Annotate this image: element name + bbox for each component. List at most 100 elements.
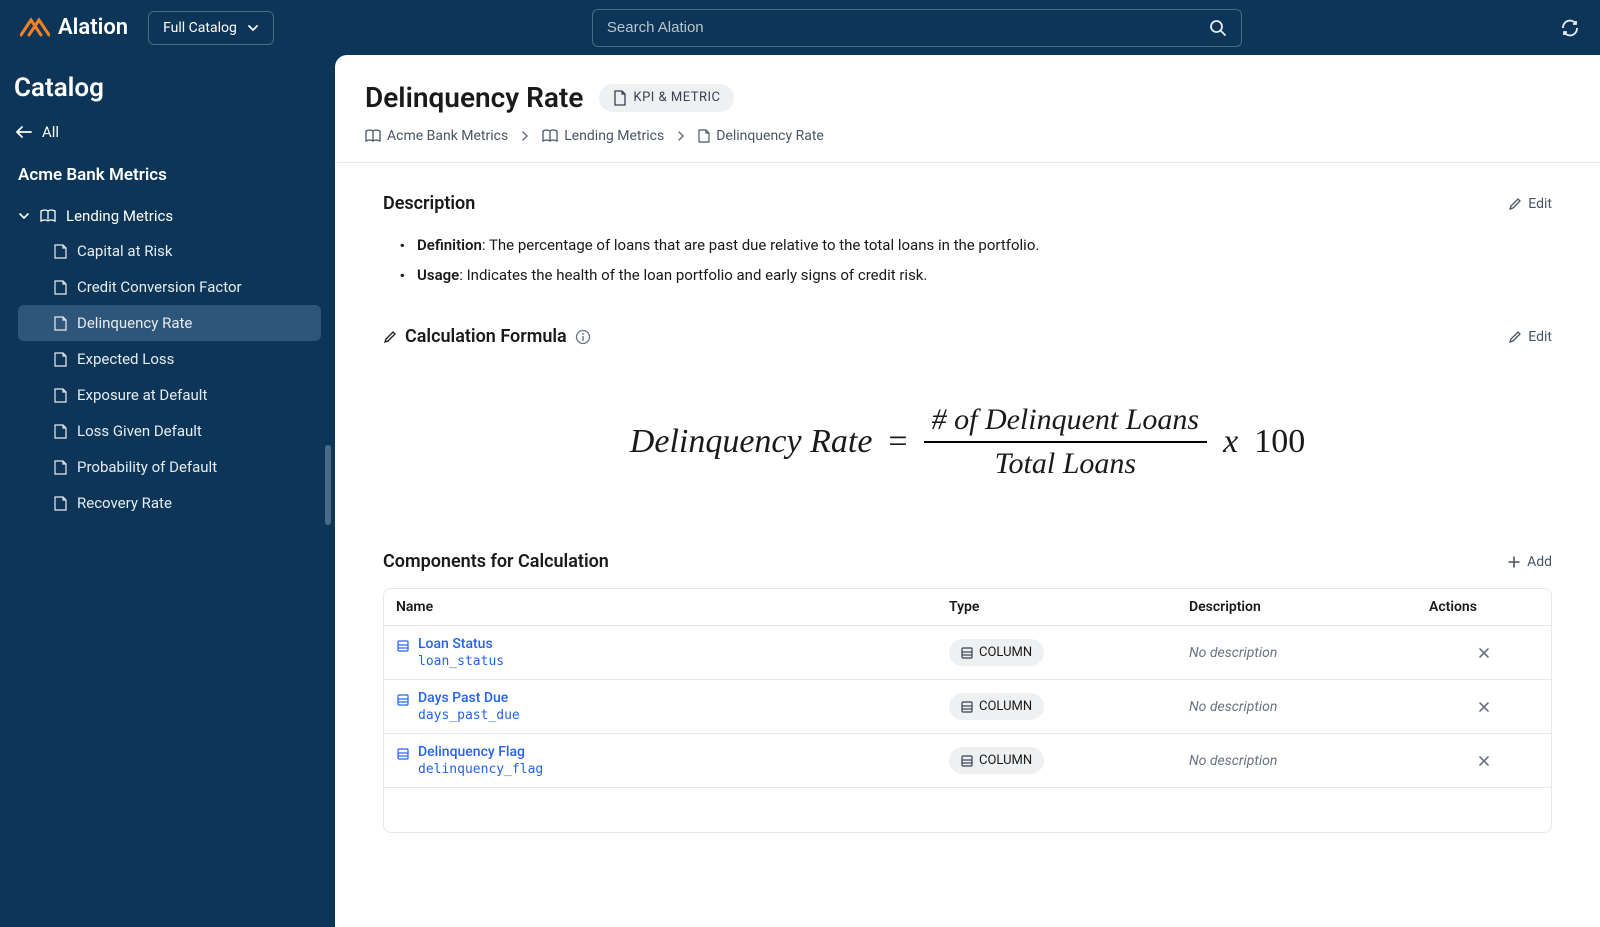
book-icon — [40, 209, 56, 223]
sidebar-title: Catalog — [14, 65, 321, 117]
sidebar-all-label: All — [42, 123, 59, 141]
component-description: No description — [1189, 753, 1429, 769]
sidebar-group-label: Lending Metrics — [66, 207, 173, 225]
type-label: COLUMN — [979, 699, 1032, 714]
add-label: Add — [1527, 554, 1552, 570]
formula-fraction: # of Delinquent Loans Total Loans — [924, 403, 1208, 481]
table-row: Days Past Due days_past_due COLUMN No de… — [384, 680, 1551, 734]
info-icon[interactable] — [575, 329, 591, 345]
add-component-button[interactable]: Add — [1507, 554, 1552, 570]
plus-icon — [1507, 555, 1521, 569]
component-name-link[interactable]: Days Past Due — [418, 690, 508, 706]
sidebar-item-label: Credit Conversion Factor — [77, 278, 242, 296]
formula-lhs: Delinquency Rate — [630, 423, 873, 461]
brand-name: Alation — [58, 15, 128, 40]
breadcrumb-group[interactable]: Lending Metrics — [542, 128, 664, 144]
sidebar-group-lending-metrics[interactable]: Lending Metrics — [14, 199, 321, 233]
sidebar-all-link[interactable]: All — [14, 117, 321, 155]
edit-description-button[interactable]: Edit — [1508, 196, 1552, 212]
component-description: No description — [1189, 645, 1429, 661]
component-name-link[interactable]: Delinquency Flag — [418, 744, 525, 760]
page-title: Delinquency Rate — [365, 81, 583, 114]
component-tech-name: loan_status — [418, 654, 504, 669]
breadcrumbs: Acme Bank Metrics Lending Metrics — [365, 128, 1570, 144]
type-pill: COLUMN — [949, 693, 1044, 720]
sidebar-item-label: Recovery Rate — [77, 494, 172, 512]
edit-label: Edit — [1528, 196, 1552, 212]
sidebar-items: Capital at Risk Credit Conversion Factor… — [18, 233, 321, 521]
remove-component-button[interactable] — [1429, 754, 1539, 768]
components-heading: Components for Calculation — [383, 551, 609, 572]
sidebar-item[interactable]: Loss Given Default — [18, 413, 321, 449]
col-actions-header: Actions — [1429, 599, 1539, 615]
type-label: COLUMN — [979, 645, 1032, 660]
col-name-header: Name — [396, 599, 949, 615]
refresh-icon[interactable] — [1560, 18, 1580, 38]
column-icon — [396, 693, 410, 707]
app-header: Alation Full Catalog — [0, 0, 1600, 55]
sidebar-item-label: Probability of Default — [77, 458, 217, 476]
sidebar-item[interactable]: Credit Conversion Factor — [18, 269, 321, 305]
sidebar-item[interactable]: Probability of Default — [18, 449, 321, 485]
sidebar-item-label: Expected Loss — [77, 350, 174, 368]
col-desc-header: Description — [1189, 599, 1429, 615]
remove-component-button[interactable] — [1429, 700, 1539, 714]
edit-label: Edit — [1528, 329, 1552, 345]
formula-heading: Calculation Formula — [383, 326, 591, 347]
edit-formula-button[interactable]: Edit — [1508, 329, 1552, 345]
sidebar-item-label: Delinquency Rate — [77, 314, 192, 332]
arrow-left-icon — [16, 125, 32, 139]
chevron-down-icon — [18, 210, 30, 222]
search-box[interactable] — [592, 9, 1242, 47]
table-empty-footer — [384, 788, 1551, 832]
search-icon — [1209, 19, 1227, 37]
component-description: No description — [1189, 699, 1429, 715]
pencil-icon — [1508, 330, 1522, 344]
type-pill: COLUMN — [949, 747, 1044, 774]
document-icon — [54, 352, 67, 367]
column-icon — [396, 639, 410, 653]
chevron-right-icon — [520, 131, 530, 141]
sidebar-item[interactable]: Capital at Risk — [18, 233, 321, 269]
column-icon — [961, 647, 973, 659]
document-icon — [54, 460, 67, 475]
sidebar-item[interactable]: Recovery Rate — [18, 485, 321, 521]
document-icon — [54, 496, 67, 511]
sidebar-item[interactable]: Delinquency Rate — [18, 305, 321, 341]
breadcrumb-label: Acme Bank Metrics — [387, 128, 508, 144]
description-list: Definition: The percentage of loans that… — [399, 230, 1552, 290]
remove-component-button[interactable] — [1429, 646, 1539, 660]
book-icon — [365, 129, 381, 143]
formula-denominator: Total Loans — [987, 443, 1144, 481]
document-icon — [54, 316, 67, 331]
formula-eq: = — [888, 423, 907, 461]
sidebar: Catalog All Acme Bank Metrics Lending Me… — [0, 55, 335, 927]
catalog-scope-label: Full Catalog — [163, 20, 237, 36]
document-icon — [613, 90, 627, 106]
column-icon — [961, 701, 973, 713]
sidebar-section-title[interactable]: Acme Bank Metrics — [14, 155, 321, 199]
description-heading: Description — [383, 193, 475, 214]
document-icon — [54, 280, 67, 295]
formula-constant: 100 — [1254, 423, 1305, 461]
sidebar-item[interactable]: Exposure at Default — [18, 377, 321, 413]
type-label: COLUMN — [979, 753, 1032, 768]
description-item: Usage: Indicates the health of the loan … — [399, 260, 1552, 290]
search-input[interactable] — [607, 19, 1209, 36]
breadcrumb-root[interactable]: Acme Bank Metrics — [365, 128, 508, 144]
document-icon — [54, 388, 67, 403]
column-icon — [961, 755, 973, 767]
brand-logo[interactable]: Alation — [20, 15, 128, 40]
document-icon — [54, 424, 67, 439]
catalog-scope-dropdown[interactable]: Full Catalog — [148, 11, 274, 45]
components-table: Name Type Description Actions Loan Statu… — [383, 588, 1552, 833]
page-header: Delinquency Rate KPI & METRIC Acme Bank … — [335, 55, 1600, 163]
breadcrumb-label: Delinquency Rate — [716, 128, 824, 144]
document-icon — [698, 129, 710, 143]
sidebar-item[interactable]: Expected Loss — [18, 341, 321, 377]
sidebar-item-label: Exposure at Default — [77, 386, 207, 404]
sidebar-scrollbar-thumb[interactable] — [325, 445, 331, 525]
book-icon — [542, 129, 558, 143]
column-icon — [396, 747, 410, 761]
component-name-link[interactable]: Loan Status — [418, 636, 493, 652]
